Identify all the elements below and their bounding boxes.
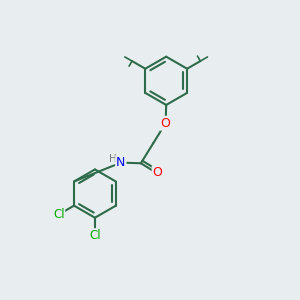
Text: O: O [161, 117, 170, 130]
Text: Cl: Cl [53, 208, 64, 221]
Text: H: H [109, 154, 117, 164]
Text: Cl: Cl [89, 229, 101, 242]
Text: N: N [116, 156, 125, 169]
Text: O: O [153, 166, 163, 179]
